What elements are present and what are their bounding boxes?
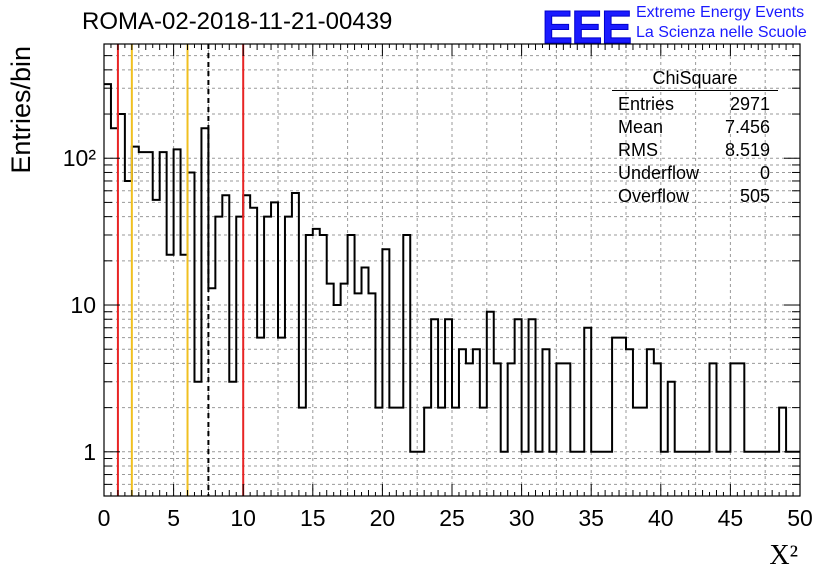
y-tick-label: 10² [63, 145, 97, 171]
stats-row-underflow: Underflow 0 [612, 162, 778, 185]
x-tick-label: 30 [509, 505, 535, 531]
y-tick-label: 1 [83, 439, 96, 465]
stats-title: ChiSquare [612, 68, 778, 91]
stats-row-overflow: Overflow 505 [612, 185, 778, 208]
stats-value: 7.456 [724, 117, 770, 137]
x-tick-label: 50 [787, 505, 813, 531]
stats-label: Entries [618, 94, 675, 114]
stats-value: 2971 [729, 94, 770, 114]
stats-value: 505 [739, 186, 770, 206]
logo-tagline-1: Extreme Energy Events [636, 4, 805, 21]
stats-value: 0 [759, 163, 770, 183]
chart-title: ROMA-02-2018-11-21-00439 [82, 8, 393, 35]
y-axis-label: Entries/bin [6, 46, 36, 174]
x-tick-label: 35 [578, 505, 604, 531]
stats-label: Mean [618, 117, 664, 137]
x-tick-label: 25 [439, 505, 465, 531]
logo-tagline-2: La Scienza nelle Scuole [636, 24, 807, 41]
x-tick-label: 10 [230, 505, 256, 531]
x-axis-label: X² [769, 540, 798, 571]
stats-label: Overflow [618, 186, 690, 206]
stats-label: RMS [618, 140, 658, 160]
stats-row-mean: Mean 7.456 [612, 116, 778, 139]
stats-row-rms: RMS 8.519 [612, 139, 778, 162]
y-tick-label: 10 [70, 292, 96, 318]
stats-value: 8.519 [724, 140, 770, 160]
x-tick-label: 15 [300, 505, 326, 531]
x-tick-label: 40 [648, 505, 674, 531]
stats-row-entries: Entries 2971 [612, 93, 778, 116]
x-tick-label: 20 [370, 505, 396, 531]
x-tick-label: 5 [167, 505, 180, 531]
stats-label: Underflow [618, 163, 700, 183]
histogram-line [104, 83, 800, 453]
stats-box: ChiSquare Entries 2971 Mean 7.456 RMS 8.519… [612, 68, 778, 208]
x-tick-label: 0 [98, 505, 111, 531]
x-tick-label: 45 [718, 505, 744, 531]
